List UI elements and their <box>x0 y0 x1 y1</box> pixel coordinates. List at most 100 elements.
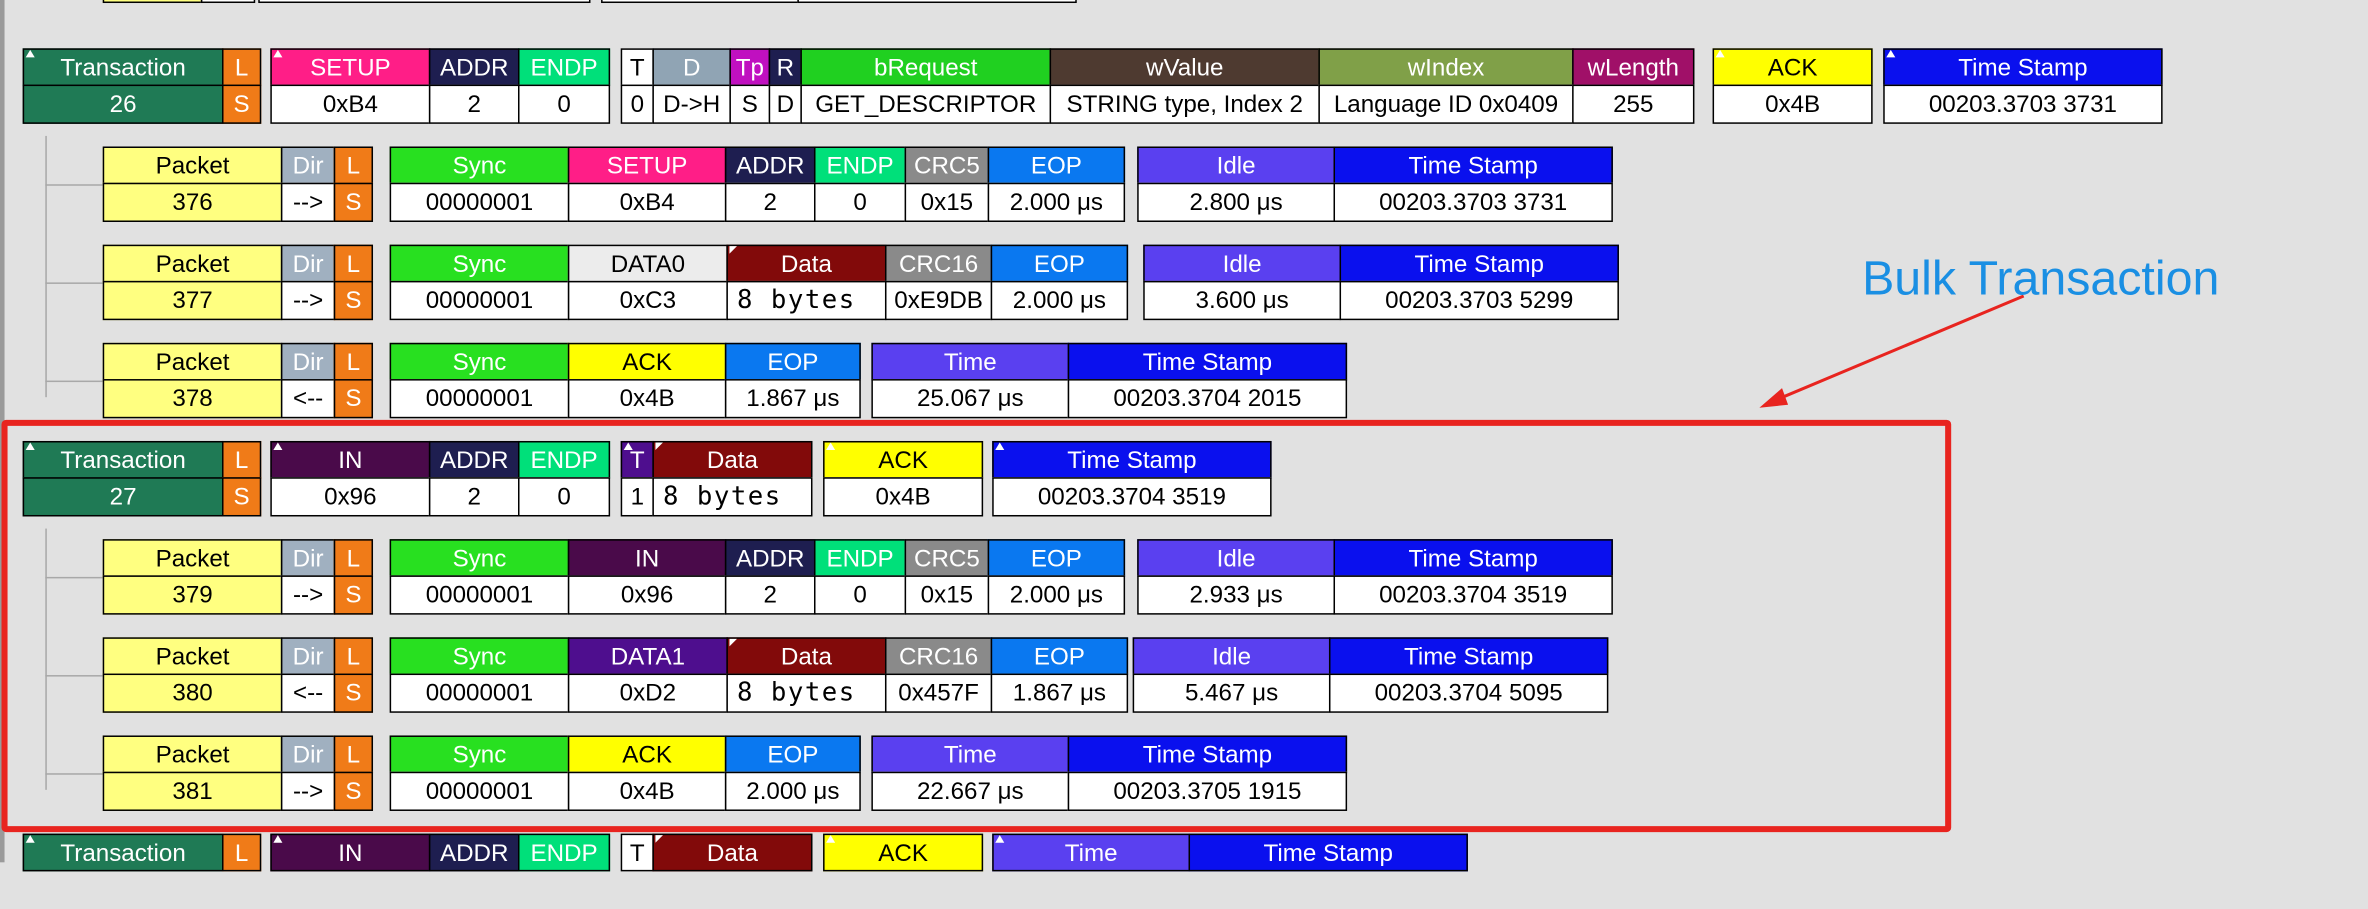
eop-value: 1.867 μs <box>724 379 861 419</box>
time-stamp-header[interactable]: Time Stamp <box>1333 539 1613 577</box>
packet-header[interactable]: Packet <box>102 146 283 185</box>
time-value: 25.067 μs <box>871 379 1070 419</box>
brequest-header[interactable]: bRequest <box>800 48 1052 87</box>
time-stamp-header[interactable]: Time Stamp <box>1333 146 1613 185</box>
ack-header[interactable]: ACK <box>1712 48 1873 87</box>
windex-header[interactable]: wIndex <box>1318 48 1574 87</box>
d-header[interactable]: D <box>652 48 731 87</box>
l-header[interactable]: L <box>333 637 374 676</box>
time-stamp-header[interactable]: Time Stamp <box>1067 735 1348 774</box>
expand-data-icon[interactable] <box>729 638 737 647</box>
wlength-header[interactable]: wLength <box>1572 48 1695 87</box>
dir-header[interactable]: Dir <box>280 539 336 577</box>
idle-header[interactable]: Idle <box>1137 539 1336 577</box>
collapse-toggle-icon[interactable] <box>25 49 35 58</box>
expand-data-icon[interactable] <box>655 835 663 843</box>
dir-header[interactable]: Dir <box>280 146 336 185</box>
endp-header[interactable]: ENDP <box>813 146 907 185</box>
collapse-toggle-icon[interactable] <box>826 442 836 451</box>
sync-header[interactable]: Sync <box>389 342 570 381</box>
ack-value: 0x4B <box>567 379 727 419</box>
time-stamp-header[interactable]: Time Stamp <box>1067 342 1348 381</box>
crc16-header[interactable]: CRC16 <box>884 637 993 676</box>
eop-header[interactable]: EOP <box>987 146 1126 185</box>
sync-value: 00000001 <box>389 575 570 615</box>
data1-header[interactable]: DATA1 <box>567 637 728 676</box>
sync-value: 00000001 <box>389 771 570 811</box>
l-value: S <box>333 280 374 321</box>
setup-header[interactable]: SETUP <box>270 48 431 87</box>
endp-header[interactable]: ENDP <box>813 539 907 577</box>
l-value: S <box>333 673 374 713</box>
packet-value: 378 <box>102 379 283 419</box>
ack-value: 0x4B <box>1712 84 1873 124</box>
tree-guide-line <box>45 528 47 790</box>
data-header[interactable]: Data <box>652 440 813 479</box>
time-header[interactable]: Time <box>871 735 1070 774</box>
collapse-toggle-icon[interactable] <box>25 442 35 451</box>
in-header[interactable]: IN <box>270 440 431 479</box>
tree-guide-branch <box>45 773 103 775</box>
expand-data-icon[interactable] <box>655 442 663 451</box>
sync-header[interactable]: Sync <box>389 146 570 185</box>
collapse-toggle-icon[interactable] <box>623 49 633 58</box>
bulk-transaction-highlight-box <box>1 419 1952 833</box>
addr-header[interactable]: ADDR <box>428 48 520 87</box>
collapse-toggle-icon[interactable] <box>273 835 283 843</box>
sync-value: 00000001 <box>389 182 570 222</box>
time-stamp-value: 00203.3703 3731 <box>1333 182 1613 222</box>
endp-header[interactable]: ENDP <box>517 48 611 87</box>
eop-value: 2.000 μs <box>987 575 1126 615</box>
wvalue-value: STRING type, Index 2 <box>1049 84 1320 124</box>
time-stamp-value: 00203.3704 3519 <box>992 477 1272 517</box>
arrow-shaft <box>1778 294 2025 401</box>
eop-header[interactable]: EOP <box>724 735 861 774</box>
ack-header[interactable]: ACK <box>567 735 727 774</box>
packet-value: 377 <box>102 280 283 321</box>
dir-value: --> <box>280 280 336 321</box>
eop-header[interactable]: EOP <box>724 342 861 381</box>
ack-value: 0x4B <box>823 477 984 517</box>
dir-header[interactable]: Dir <box>280 244 336 283</box>
sync-header[interactable]: Sync <box>389 735 570 774</box>
collapse-toggle-icon[interactable] <box>1715 49 1725 58</box>
ack-header[interactable]: ACK <box>823 440 984 479</box>
packet-header[interactable]: Packet <box>102 735 283 774</box>
collapse-toggle-icon[interactable] <box>273 49 283 58</box>
in-header[interactable]: IN <box>567 539 727 577</box>
collapse-toggle-icon[interactable] <box>623 835 633 843</box>
collapse-toggle-icon[interactable] <box>1886 49 1896 58</box>
crc5-header[interactable]: CRC5 <box>904 539 990 577</box>
eop-header[interactable]: EOP <box>987 539 1126 577</box>
eop-header[interactable]: EOP <box>990 244 1129 283</box>
collapse-toggle-icon[interactable] <box>273 442 283 451</box>
annotation-arrow <box>1759 294 2025 408</box>
time-stamp-header[interactable]: Time Stamp <box>992 440 1272 479</box>
l-header[interactable]: L <box>221 440 262 479</box>
tp-header[interactable]: Tp <box>729 48 771 87</box>
tree-guide-branch <box>45 380 103 383</box>
time-header[interactable]: Time <box>871 342 1070 381</box>
ack-value: 0x4B <box>567 771 727 811</box>
collapse-toggle-icon[interactable] <box>826 835 836 843</box>
collapse-toggle-icon[interactable] <box>623 442 633 451</box>
tree-guide-line <box>45 135 47 398</box>
dir-value: <-- <box>280 673 336 713</box>
collapse-toggle-icon[interactable] <box>995 835 1005 843</box>
collapse-toggle-icon[interactable] <box>25 835 35 843</box>
sync-header[interactable]: Sync <box>389 539 570 577</box>
packet-header[interactable]: Packet <box>102 539 283 577</box>
transaction-header[interactable]: Transaction <box>22 440 224 479</box>
addr-header[interactable]: ADDR <box>724 539 816 577</box>
data0-header[interactable]: DATA0 <box>567 244 728 283</box>
addr-header[interactable]: ADDR <box>724 146 816 185</box>
r-header[interactable]: R <box>768 48 802 87</box>
idle-header[interactable]: Idle <box>1137 146 1336 185</box>
data-header[interactable]: Data <box>726 637 887 676</box>
collapse-toggle-icon[interactable] <box>995 442 1005 451</box>
value-value: 1.317 μs <box>258 0 591 4</box>
expand-data-icon[interactable] <box>729 246 737 254</box>
value-value: --> <box>200 0 256 4</box>
data-header[interactable]: Data <box>726 244 887 283</box>
l-header[interactable]: L <box>221 48 262 87</box>
